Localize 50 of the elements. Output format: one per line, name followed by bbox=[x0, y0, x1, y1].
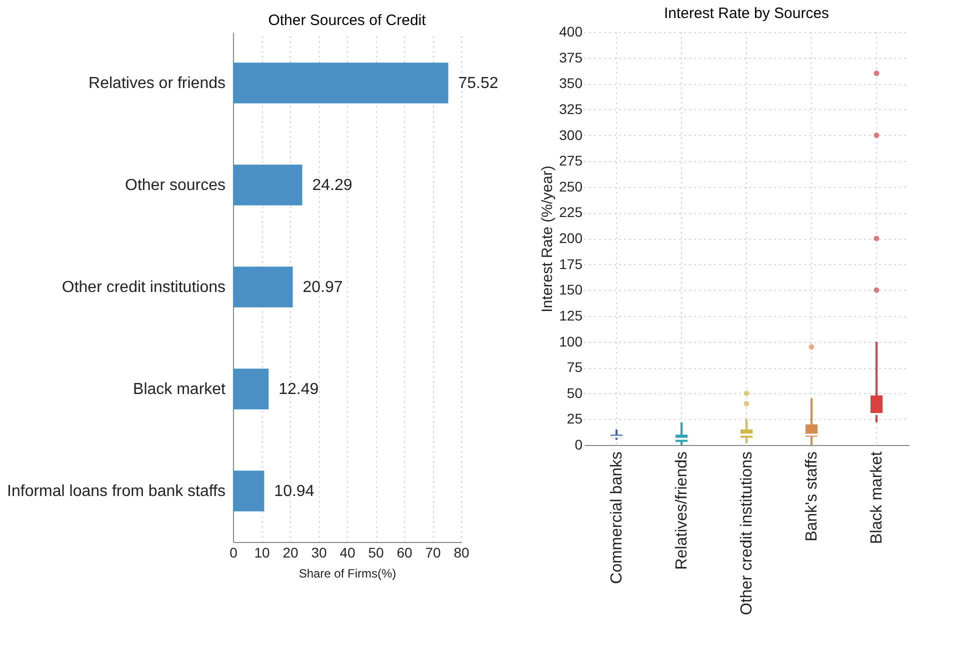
x-tick-label: 60 bbox=[396, 544, 412, 560]
y-tick-label: Relatives or friends bbox=[88, 75, 226, 92]
x-tick-label: 70 bbox=[425, 544, 441, 560]
y-tick-label: 0 bbox=[574, 436, 583, 452]
y-tick-label: Other credit institutions bbox=[62, 279, 226, 296]
x-axis-title: Share of Firms(%) bbox=[298, 566, 396, 580]
y-tick-label: 25 bbox=[566, 410, 583, 427]
x-tick-label: Relatives/friends bbox=[674, 452, 690, 570]
data-label: 12.49 bbox=[278, 381, 319, 398]
y-tick-label: 175 bbox=[559, 256, 583, 272]
y-tick-label: 300 bbox=[559, 126, 583, 143]
x-tick-label: Bank's staffs bbox=[804, 452, 820, 542]
y-tick-label: 75 bbox=[566, 359, 583, 376]
bar bbox=[233, 164, 302, 206]
data-label: 20.97 bbox=[302, 279, 343, 296]
bar bbox=[233, 368, 269, 410]
y-tick-label: 325 bbox=[559, 100, 583, 117]
x-tick-label: 0 bbox=[230, 544, 238, 560]
x-tick-label: 20 bbox=[282, 544, 298, 560]
data-label: 10.94 bbox=[274, 483, 314, 500]
x-tick-label: 80 bbox=[454, 544, 470, 560]
y-tick-label: 150 bbox=[559, 282, 583, 298]
y-tick-label: 400 bbox=[559, 24, 583, 40]
y-tick-label: 225 bbox=[559, 204, 583, 220]
y-tick-label: 275 bbox=[559, 152, 583, 169]
x-tick-label: 30 bbox=[311, 544, 327, 560]
y-tick-label: 375 bbox=[559, 49, 583, 66]
chart-title: Interest Rate by Sources bbox=[664, 5, 830, 22]
x-tick-label: 10 bbox=[254, 544, 270, 560]
x-tick-label: 40 bbox=[340, 544, 356, 560]
y-tick-label: Black market bbox=[133, 381, 226, 398]
x-tick-label: Black market bbox=[868, 450, 886, 544]
y-tick-label: Informal loans from bank staffs bbox=[7, 483, 226, 500]
y-tick-label: Other sources bbox=[125, 177, 226, 194]
bar bbox=[233, 470, 264, 512]
data-label: 24.29 bbox=[312, 177, 352, 194]
x-tick-label: Other credit institutions bbox=[738, 452, 756, 616]
y-tick-label: 100 bbox=[559, 333, 583, 350]
chart-title: Other Sources of Credit bbox=[268, 12, 427, 29]
y-axis-title: Interest Rate (%/year) bbox=[539, 166, 556, 312]
y-tick-label: 200 bbox=[559, 230, 583, 246]
x-tick-label: Commercial banks bbox=[608, 452, 626, 584]
y-tick-label: 350 bbox=[559, 75, 583, 92]
bar bbox=[233, 62, 448, 104]
data-label: 75.52 bbox=[458, 75, 498, 92]
x-tick-label: 50 bbox=[368, 544, 384, 560]
y-tick-label: 50 bbox=[566, 384, 583, 401]
bar bbox=[233, 266, 293, 308]
y-tick-label: 250 bbox=[559, 178, 583, 194]
y-tick-label: 125 bbox=[559, 307, 583, 324]
